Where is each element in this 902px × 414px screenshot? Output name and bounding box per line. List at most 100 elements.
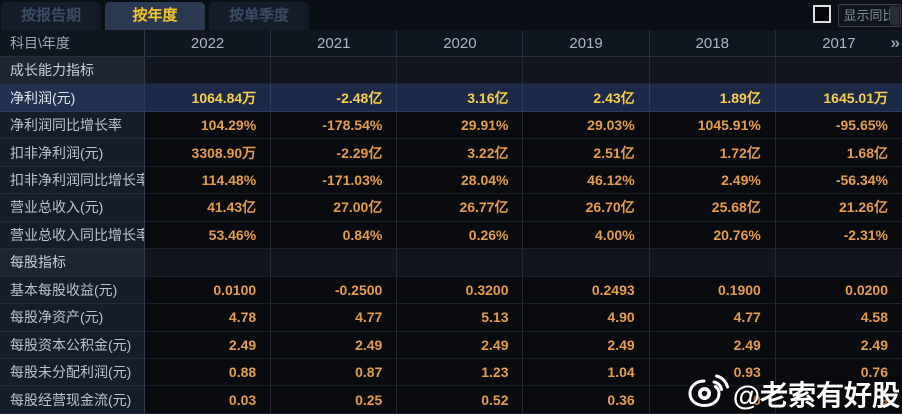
cell-value: -56.34% bbox=[775, 166, 902, 195]
row-label: 每股指标 bbox=[0, 249, 145, 277]
table-row: 每股未分配利润(元) 0.88 0.87 1.23 1.04 0.93 0.76 bbox=[0, 358, 902, 387]
cell-value: 1.04 bbox=[523, 358, 650, 387]
cell-value: 0.93 bbox=[649, 358, 776, 387]
cell-value bbox=[523, 57, 650, 85]
cell-value: 20.76% bbox=[649, 221, 776, 250]
row-label: 净利润同比增长率 bbox=[0, 111, 145, 140]
cell-value bbox=[397, 57, 524, 85]
cell-value bbox=[271, 57, 398, 85]
cell-value: 2.49 bbox=[775, 331, 902, 359]
cell-value: 1064.84万 bbox=[145, 84, 272, 112]
cell-value: 4.77 bbox=[271, 304, 398, 332]
cell-value: 41.43亿 bbox=[145, 194, 272, 222]
table-row: 成长能力指标 bbox=[0, 57, 902, 85]
table-header-row: 科目\年度 2022 2021 2020 2019 2018 2017» bbox=[0, 30, 902, 57]
table-row: 净利润(元) 1064.84万 -2.48亿 3.16亿 2.43亿 1.89亿… bbox=[0, 84, 902, 112]
cell-value: 0.76 bbox=[775, 358, 902, 387]
table-row: 每股净资产(元) 4.78 4.77 5.13 4.90 4.77 4.58 bbox=[0, 304, 902, 332]
cell-value: 0.26% bbox=[397, 221, 524, 250]
cell-value: -178.54% bbox=[271, 111, 398, 140]
cell-value: 0.36 bbox=[523, 386, 650, 414]
cell-value: 28.04% bbox=[397, 166, 524, 195]
cell-value: 0 bbox=[649, 386, 776, 414]
cell-value: 0.25 bbox=[271, 386, 398, 414]
cell-value: 0.3200 bbox=[397, 276, 524, 305]
row-label: 营业总收入同比增长率 bbox=[0, 221, 145, 250]
cell-value: 46.12% bbox=[523, 166, 650, 195]
cell-value: 114.48% bbox=[145, 166, 272, 195]
table-body: 成长能力指标 净利润(元) 1064.84万 -2.48亿 3.16亿 2.43… bbox=[0, 57, 902, 414]
cell-value: 0.2493 bbox=[523, 276, 650, 305]
tab-by-single-quarter[interactable]: 按单季度 bbox=[209, 2, 309, 30]
cell-value bbox=[775, 249, 902, 277]
cell-value: 1645.01万 bbox=[775, 84, 902, 112]
cell-value bbox=[145, 249, 272, 277]
row-label: 每股经营现金流(元) bbox=[0, 386, 145, 414]
cell-value: 0.03 bbox=[145, 386, 272, 414]
cell-value: 9 bbox=[775, 386, 902, 414]
cell-value: 5.13 bbox=[397, 304, 524, 332]
cell-value: 4.77 bbox=[649, 304, 776, 332]
tab-by-report-period[interactable]: 按报告期 bbox=[1, 2, 101, 30]
cell-value: 0.0100 bbox=[145, 276, 272, 305]
cell-value: 4.00% bbox=[523, 221, 650, 250]
cell-value: 2.49 bbox=[397, 331, 524, 359]
cell-value: 3308.90万 bbox=[145, 139, 272, 167]
cell-value: 2.49 bbox=[523, 331, 650, 359]
cell-value: -2.29亿 bbox=[271, 139, 398, 167]
row-label: 净利润(元) bbox=[0, 84, 145, 112]
cell-value: 2.49 bbox=[271, 331, 398, 359]
cell-value: 104.29% bbox=[145, 111, 272, 140]
row-label: 每股未分配利润(元) bbox=[0, 358, 145, 387]
show-yoy-checkbox[interactable] bbox=[813, 5, 831, 23]
cell-value: 2.43亿 bbox=[523, 84, 650, 112]
table-row: 营业总收入(元) 41.43亿 27.00亿 26.77亿 26.70亿 25.… bbox=[0, 194, 902, 222]
show-yoy-button[interactable]: 显示同比 bbox=[838, 4, 901, 27]
cell-value: 3.22亿 bbox=[397, 139, 524, 167]
row-label: 每股资本公积金(元) bbox=[0, 331, 145, 359]
cell-value: 0.88 bbox=[145, 358, 272, 387]
cell-value: 53.46% bbox=[145, 221, 272, 250]
year-column-header: 2020 bbox=[397, 30, 524, 56]
cell-value: 0.84% bbox=[271, 221, 398, 250]
cell-value: -2.48亿 bbox=[271, 84, 398, 112]
more-years-chevron-icon[interactable]: » bbox=[890, 33, 901, 52]
table-row: 每股资本公积金(元) 2.49 2.49 2.49 2.49 2.49 2.49 bbox=[0, 331, 902, 359]
cell-value bbox=[397, 249, 524, 277]
year-column-header: 2021 bbox=[271, 30, 398, 56]
cell-value bbox=[271, 249, 398, 277]
cell-value: 1.72亿 bbox=[649, 139, 776, 167]
cell-value: -171.03% bbox=[271, 166, 398, 195]
cell-value: 26.77亿 bbox=[397, 194, 524, 222]
cell-value: 2.49 bbox=[649, 331, 776, 359]
cell-value bbox=[649, 57, 776, 85]
cell-value: 27.00亿 bbox=[271, 194, 398, 222]
cell-value bbox=[775, 57, 902, 85]
cell-value bbox=[649, 249, 776, 277]
cell-value: -2.31% bbox=[775, 221, 902, 250]
table-row: 基本每股收益(元) 0.0100 -0.2500 0.3200 0.2493 0… bbox=[0, 276, 902, 305]
year-column-header: 2018 bbox=[650, 30, 776, 56]
period-tabbar: 按报告期 按年度 按单季度 显示同比 bbox=[0, 0, 902, 30]
year-column-header: 2017» bbox=[822, 33, 901, 52]
table-row: 每股指标 bbox=[0, 249, 902, 277]
cell-value: 0.87 bbox=[271, 358, 398, 387]
cell-value: 21.26亿 bbox=[775, 194, 902, 222]
cell-value: 0.0200 bbox=[775, 276, 902, 305]
year-column-header: 2019 bbox=[523, 30, 650, 56]
cell-value: 0.1900 bbox=[649, 276, 776, 305]
table-row: 营业总收入同比增长率 53.46% 0.84% 0.26% 4.00% 20.7… bbox=[0, 221, 902, 250]
corner-label: 科目\年度 bbox=[0, 30, 145, 56]
table-row: 扣非净利润同比增长率 114.48% -171.03% 28.04% 46.12… bbox=[0, 166, 902, 195]
table-row: 每股经营现金流(元) 0.03 0.25 0.52 0.36 0 9 bbox=[0, 386, 902, 414]
cell-value: 1.23 bbox=[397, 358, 524, 387]
cell-value: 26.70亿 bbox=[523, 194, 650, 222]
row-label: 营业总收入(元) bbox=[0, 194, 145, 222]
row-label: 基本每股收益(元) bbox=[0, 276, 145, 305]
cell-value: 2.49 bbox=[145, 331, 272, 359]
cell-value bbox=[523, 249, 650, 277]
tab-by-year[interactable]: 按年度 bbox=[105, 2, 205, 30]
cell-value: 4.78 bbox=[145, 304, 272, 332]
cell-value: 2.51亿 bbox=[523, 139, 650, 167]
